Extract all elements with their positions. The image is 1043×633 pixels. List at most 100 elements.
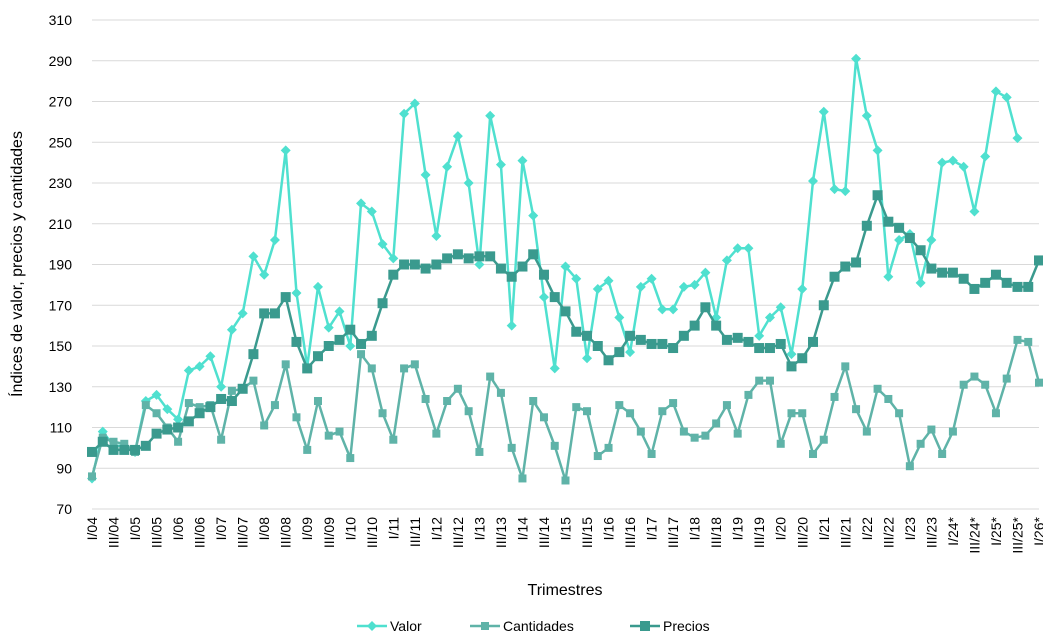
data-point (496, 388, 505, 397)
data-point (120, 439, 129, 448)
data-point (818, 106, 829, 117)
data-point (668, 343, 679, 354)
x-tick-label: I/09 (299, 517, 315, 541)
data-point (323, 322, 334, 333)
data-point (529, 397, 538, 406)
data-point (463, 253, 474, 264)
y-tick-label: 130 (49, 379, 73, 395)
y-axis-title: Índices de valor, precios y cantidades (7, 131, 26, 397)
x-tick-label: III/14 (536, 517, 552, 548)
series-valor (87, 53, 1023, 484)
data-point (432, 429, 441, 438)
data-point (151, 389, 162, 400)
x-tick-label: III/19 (751, 517, 767, 548)
data-point (862, 427, 871, 436)
data-point (549, 363, 560, 374)
data-point (732, 332, 743, 343)
data-point (980, 277, 991, 288)
data-point (1002, 374, 1011, 383)
data-point (227, 386, 236, 395)
data-point (506, 271, 517, 282)
data-point (357, 350, 366, 359)
legend-marker (481, 622, 489, 630)
data-point (916, 439, 925, 448)
x-tick-label: III/15 (579, 517, 595, 548)
x-tick-label: I/25* (988, 516, 1004, 545)
data-point (927, 425, 936, 434)
x-tick-label: III/09 (321, 517, 337, 548)
data-point (798, 409, 807, 418)
data-point (883, 271, 894, 282)
data-point (518, 474, 527, 483)
data-point (1012, 281, 1023, 292)
data-point (894, 222, 905, 233)
x-tick-label: I/24* (945, 516, 961, 545)
data-point (506, 320, 517, 331)
data-point (990, 86, 1001, 97)
data-point (1023, 281, 1034, 292)
data-point (592, 283, 603, 294)
data-point (571, 326, 582, 337)
data-point (88, 472, 96, 481)
data-point (689, 320, 700, 331)
data-point (851, 53, 862, 64)
data-point (969, 206, 980, 217)
x-tick-label: I/12 (428, 517, 444, 541)
data-point (528, 249, 539, 260)
data-point (495, 159, 506, 170)
x-tick-label: I/21 (816, 517, 832, 541)
data-point (722, 401, 731, 410)
y-tick-label: 190 (49, 257, 73, 273)
data-point (948, 427, 957, 436)
x-tick-label: III/21 (837, 517, 853, 548)
legend-label: Valor (390, 618, 422, 633)
data-point (507, 443, 516, 452)
data-point (517, 155, 528, 166)
data-point (463, 178, 474, 188)
data-point (646, 273, 657, 284)
data-point (431, 230, 442, 241)
y-tick-label: 110 (50, 420, 73, 436)
data-point (981, 380, 990, 389)
x-tick-label: I/26* (1031, 516, 1043, 545)
data-point (226, 324, 237, 335)
data-point (755, 376, 764, 385)
x-tick-label: III/16 (622, 517, 638, 548)
data-point (162, 424, 173, 435)
data-point (270, 401, 279, 410)
data-point (173, 414, 184, 425)
data-point (657, 338, 668, 349)
data-point (872, 190, 883, 201)
x-tick-label: I/04 (84, 517, 100, 541)
data-point (184, 399, 193, 408)
data-point (754, 343, 765, 354)
data-point (733, 429, 742, 438)
y-tick-label: 90 (56, 460, 72, 476)
data-point (583, 407, 592, 416)
data-point (388, 253, 399, 264)
data-point (1034, 255, 1043, 266)
legend-label: Precios (663, 618, 710, 633)
data-point (861, 110, 872, 121)
data-point (292, 413, 301, 422)
data-point (883, 216, 894, 227)
data-point (452, 131, 463, 142)
data-point (130, 444, 141, 455)
x-tick-label: III/11 (407, 517, 423, 547)
x-tick-label: III/06 (192, 517, 208, 548)
data-point (1024, 337, 1033, 346)
data-point (312, 281, 323, 292)
data-point (356, 338, 367, 349)
data-point (205, 351, 216, 362)
data-point (841, 362, 850, 371)
data-point (140, 440, 151, 451)
data-point (926, 235, 937, 246)
data-point (377, 298, 388, 309)
data-point (453, 384, 462, 393)
x-tick-label: III/23 (923, 517, 939, 548)
data-point (486, 372, 495, 381)
data-point (904, 233, 915, 244)
gridlines (92, 19, 1039, 510)
data-point (895, 409, 904, 418)
x-tick-label: I/17 (644, 517, 660, 541)
